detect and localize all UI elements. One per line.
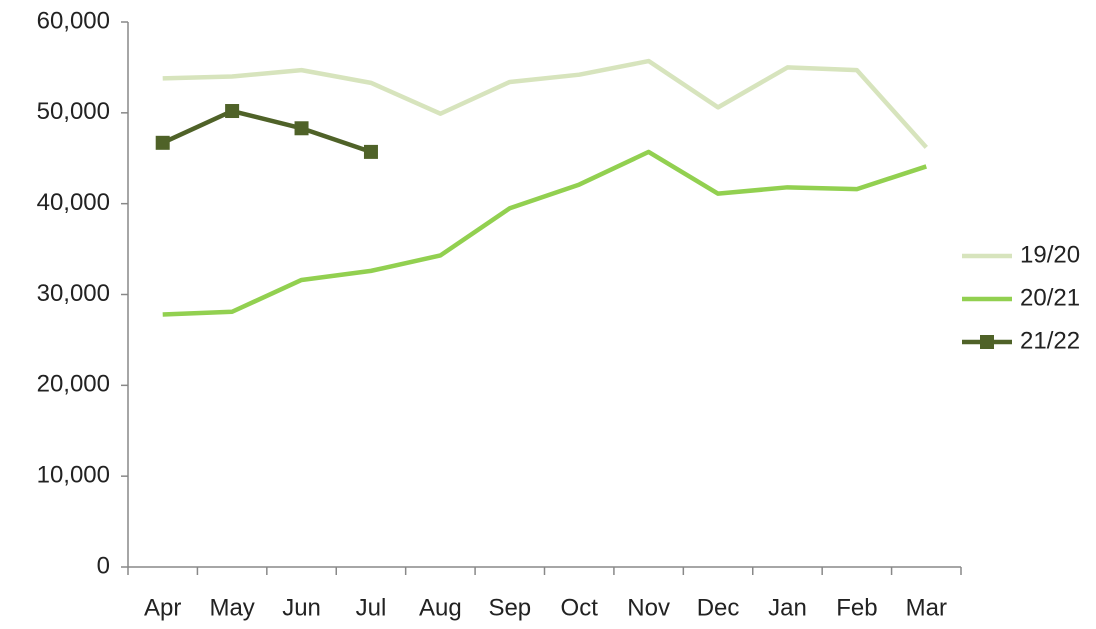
legend-label: 19/20 xyxy=(1020,241,1080,268)
x-tick-label: Nov xyxy=(627,594,670,621)
x-tick-label: Aug xyxy=(419,594,462,621)
y-tick-label: 50,000 xyxy=(37,98,110,125)
point-marker xyxy=(294,121,309,136)
y-tick-label: 40,000 xyxy=(37,189,110,216)
legend-label: 21/22 xyxy=(1020,327,1080,354)
legend-label: 20/21 xyxy=(1020,284,1080,311)
y-tick-label: 0 xyxy=(97,552,110,579)
x-tick-label: Feb xyxy=(836,594,877,621)
x-tick-label: Dec xyxy=(697,594,740,621)
x-tick-label: Jul xyxy=(356,594,387,621)
x-tick-label: May xyxy=(209,594,254,621)
x-tick-label: Oct xyxy=(561,594,599,621)
x-tick-label: Jan xyxy=(768,594,807,621)
point-marker xyxy=(155,135,170,150)
x-tick-label: Jun xyxy=(282,594,321,621)
series-line xyxy=(161,108,372,155)
x-tick-label: Mar xyxy=(906,594,947,621)
legend-marker xyxy=(980,335,994,349)
point-marker xyxy=(225,104,240,119)
point-marker xyxy=(363,144,378,159)
y-tick-label: 60,000 xyxy=(37,7,110,34)
x-tick-label: Sep xyxy=(488,594,531,621)
y-tick-label: 10,000 xyxy=(37,462,110,489)
series-line xyxy=(162,58,928,149)
series-line xyxy=(162,149,927,317)
y-tick-label: 20,000 xyxy=(37,371,110,398)
y-tick-label: 30,000 xyxy=(37,280,110,307)
x-tick-label: Apr xyxy=(144,594,181,621)
